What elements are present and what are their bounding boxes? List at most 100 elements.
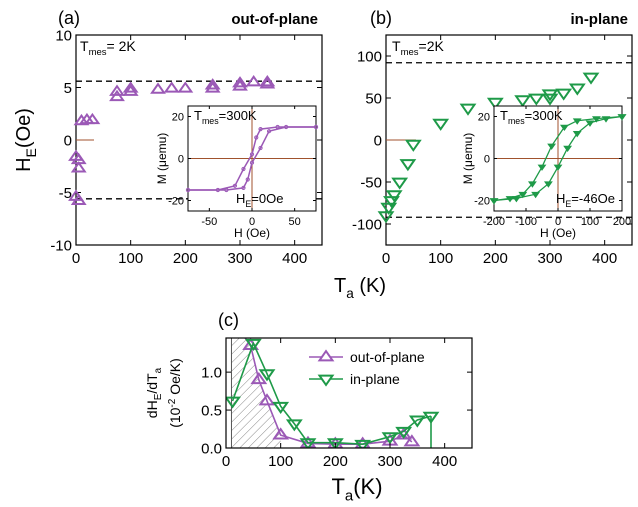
panel-b-inset-marker — [543, 181, 553, 188]
panel-b-inset-xtick-label: 0 — [555, 216, 561, 228]
panel-c-series-1-point — [381, 432, 399, 445]
panel-b-title: in-plane — [570, 11, 628, 28]
panel-b-xtick-label: 0 — [382, 250, 390, 267]
panel-b-inset-marker — [572, 130, 582, 138]
panel-c-series-1-point — [299, 438, 317, 448]
panel-a-ytick-label: 5 — [64, 80, 72, 97]
panel-a-point — [232, 76, 248, 88]
panel-b-inset-ytick-label: 20 — [478, 111, 490, 123]
panel-a-point — [150, 82, 166, 94]
panel-c-xlabel: Ta(K) — [331, 474, 382, 505]
panel-a-inset-marker — [258, 145, 263, 151]
panel-a-inset-marker — [245, 177, 250, 182]
panel-a-inset-tmes: Tmes=300K — [194, 108, 257, 126]
panel-c-xlabel-sub: a — [345, 488, 354, 505]
panel-a-inset-marker — [249, 160, 255, 165]
panel-a-point — [70, 161, 87, 173]
panel-a-xtick-label: 200 — [173, 250, 198, 267]
panel-a-point — [259, 75, 276, 87]
panel-c-ylabel2-part: -2 — [167, 398, 178, 407]
panel-b-ytick-label: -100 — [352, 216, 382, 233]
panel-a-inset-tmes-main: T — [194, 108, 202, 123]
panel-a-point — [122, 81, 139, 93]
panel-c-xtick-label: 300 — [377, 453, 402, 470]
panel-a-tmes: Tmes= 2K — [80, 38, 136, 58]
panel-c-ylabel-part: /dT — [144, 373, 160, 394]
panel-c-series-line-1 — [231, 341, 432, 446]
panel-a-inset-marker — [313, 124, 319, 130]
panel-a-xtick-label: 400 — [282, 250, 307, 267]
panel-c-xtick-label: 100 — [268, 453, 293, 470]
panel-a-inset-marker — [275, 124, 280, 130]
panel-a-point — [177, 81, 194, 93]
panel-c-series-1-point — [244, 338, 262, 351]
panel-c-series-0-point — [258, 393, 276, 406]
panel-c-series-0-point — [403, 434, 421, 447]
panel-a-inset-marker — [224, 187, 229, 193]
panel-c-xlabel-rest: (K) — [353, 474, 382, 499]
panel-b-ytick-label: 50 — [365, 90, 382, 107]
panel-b-inset-marker — [489, 198, 499, 205]
panel-c-label: (c) — [218, 310, 239, 330]
panel-a-title: out-of-plane — [231, 11, 318, 28]
panel-b-inset-he-sub: E — [565, 199, 571, 209]
panel-a-point — [232, 79, 248, 91]
panel-a-inset-ytick-label: -20 — [168, 195, 184, 207]
panel-a-inset-marker — [232, 183, 238, 188]
panel-b-tmes-sub: mes — [401, 47, 419, 58]
panel-a-inset-ylabel: M (μemu) — [155, 133, 169, 185]
panel-b-point — [541, 93, 559, 106]
panel-a-ylabel-unit: (Oe) — [13, 108, 35, 148]
panel-c-ytick-label: 1.0 — [201, 364, 222, 381]
panel-c-plot-area — [226, 338, 440, 448]
panel-b-inset-marker — [572, 118, 582, 125]
panel-c-series-0-point — [272, 427, 290, 440]
panel-a-point — [73, 113, 90, 126]
panel-a-inset-marker — [284, 124, 289, 130]
panel-a-point — [259, 77, 276, 89]
panel-c-series-1-point — [408, 415, 426, 428]
panel-c-ytick-label: 0.5 — [201, 402, 222, 419]
panel-a-inset-xlabel: H (Oe) — [234, 226, 270, 240]
panel-a-tmes-rest: = 2K — [107, 38, 137, 54]
panel-a-inset-tmes-rest: =300K — [219, 108, 257, 123]
panel-b-point — [404, 139, 422, 152]
panel-a-xtick-label: 100 — [118, 250, 143, 267]
panel-b-point — [514, 95, 532, 108]
panel-c-series-1-point — [272, 401, 290, 414]
panel-c-hatched-area — [231, 338, 281, 448]
panel-a-inset-he-rest: =0Oe — [251, 191, 283, 206]
panel-b-tmes-main: T — [392, 38, 401, 54]
panel-b-point — [391, 177, 409, 190]
panel-a-xtick-label: 0 — [72, 250, 80, 267]
panel-c-series-1-point — [395, 426, 413, 439]
panel-b-inset-marker — [531, 191, 541, 199]
panel-c-xtick-label: 0 — [222, 453, 230, 470]
panel-c-series-0-point — [250, 372, 268, 385]
panel-a-point — [204, 78, 221, 90]
panel-b-point — [486, 97, 504, 110]
panel-c-legend-label-1: in-plane — [350, 371, 400, 387]
panel-a-tmes-main: T — [80, 38, 89, 54]
panel-b-inset-marker — [553, 164, 563, 171]
panel-b-inset-marker — [518, 191, 528, 199]
panel-c-series-1-point — [285, 419, 303, 432]
panel-b-point — [432, 118, 450, 131]
panel-b-xtick-label: 200 — [483, 250, 508, 267]
panel-b-inset-ylabel: M (μemu) — [461, 133, 475, 185]
panel-b-inset-marker — [591, 116, 601, 123]
panel-b-inset-tmes-sub: mes — [508, 116, 525, 126]
panel-c-legend-label-0: out-of-plane — [350, 349, 425, 365]
panel-b-xtick-label: 300 — [537, 250, 562, 267]
panel-a-xtick-label: 300 — [227, 250, 252, 267]
panel-b-inset-xtick-label: 100 — [581, 216, 599, 228]
panel-c-ylabel-line2: (10-2 Oe/K) — [167, 358, 183, 428]
panel-a-inset-marker — [249, 152, 255, 157]
panel-b-inset-xlabel: H (Oe) — [540, 226, 576, 240]
panel-b-inset-ytick-label: 0 — [484, 153, 490, 165]
panel-b-point — [459, 103, 477, 116]
panel-b-inset-tmes-main: T — [500, 108, 508, 123]
panel-ab-xlabel-sub: a — [346, 286, 354, 301]
